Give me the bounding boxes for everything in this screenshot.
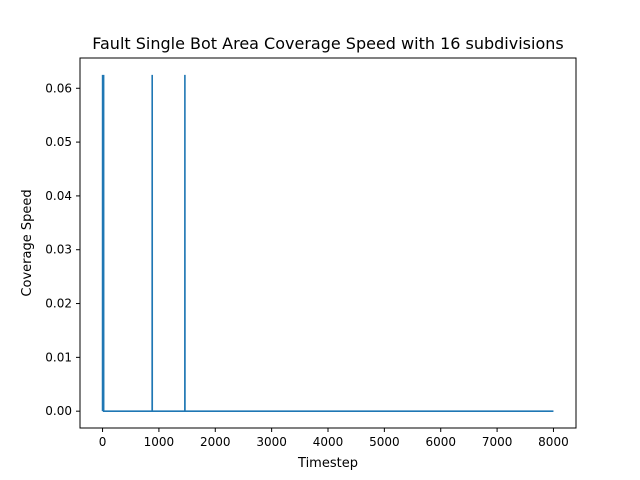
x-tick-label: 6000 [425,435,456,449]
x-tick-label: 5000 [369,435,400,449]
x-tick-label: 8000 [538,435,569,449]
x-tick-label: 1000 [144,435,175,449]
chart-title: Fault Single Bot Area Coverage Speed wit… [92,34,563,53]
y-tick-label: 0.00 [45,404,72,418]
series-line-0 [101,74,554,412]
y-tick-label: 0.05 [45,135,72,149]
y-tick-label: 0.01 [45,350,72,364]
x-tick-label: 3000 [256,435,287,449]
axes-frame [79,57,577,429]
x-axis-ticks: 0 1000 2000 3000 4000 5000 6000 7000 8000 [99,428,569,449]
y-tick-label: 0.03 [45,243,72,257]
y-tick-label: 0.02 [45,297,72,311]
x-tick-label: 0 [99,435,107,449]
y-tick-label: 0.04 [45,189,72,203]
y-axis-label: Coverage Speed [20,189,35,296]
plot-area: 0 1000 2000 3000 4000 5000 6000 7000 8000 0.000.… [45,57,577,449]
x-tick-label: 4000 [313,435,344,449]
y-tick-label: 0.06 [45,81,72,95]
x-tick-label: 2000 [200,435,231,449]
series-layer [101,74,554,412]
y-axis-ticks: 0.00 0.01 0.02 0.03 0.04 0.05 0.06 [45,81,80,418]
x-tick-label: 7000 [482,435,513,449]
x-axis-label: Timestep [297,456,358,471]
